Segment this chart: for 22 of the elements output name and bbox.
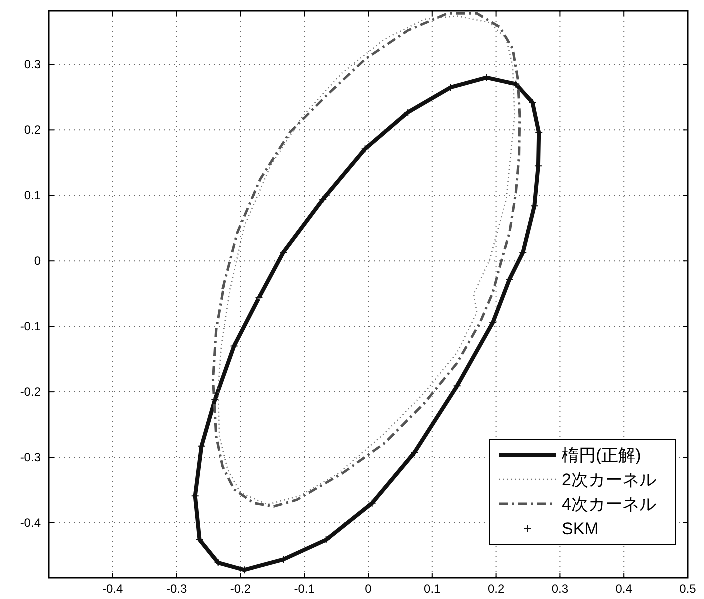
x-tick-label: -0.1 bbox=[294, 582, 316, 596]
x-tick-label: 0.2 bbox=[488, 582, 505, 596]
y-tick-label: 0.3 bbox=[24, 58, 42, 72]
x-tick-label: 0.1 bbox=[424, 582, 442, 596]
y-tick-label: -0.3 bbox=[20, 450, 42, 465]
x-tick-label: -0.2 bbox=[230, 582, 252, 596]
y-tick-label: 0.1 bbox=[24, 188, 42, 203]
x-tick-label: 0.3 bbox=[552, 582, 569, 596]
x-tick-label: 0 bbox=[365, 582, 372, 596]
y-tick-label: 0 bbox=[34, 254, 42, 268]
y-tick-label: -0.2 bbox=[20, 385, 42, 400]
x-tick-label: 0.4 bbox=[616, 582, 633, 596]
x-tick-label: 0.5 bbox=[680, 582, 697, 596]
legend-label: SKM bbox=[562, 520, 599, 538]
y-tick-label: 0.2 bbox=[24, 123, 42, 138]
legend-label: 4次カーネル bbox=[562, 495, 656, 514]
legend-label: 楕円(正解) bbox=[562, 446, 642, 465]
x-tick-label: -0.3 bbox=[166, 582, 188, 596]
y-tick-label: -0.4 bbox=[20, 516, 42, 530]
x-tick-label: -0.4 bbox=[102, 582, 124, 596]
legend-label: 2次カーネル bbox=[562, 470, 656, 490]
y-tick-label: -0.1 bbox=[20, 320, 42, 334]
